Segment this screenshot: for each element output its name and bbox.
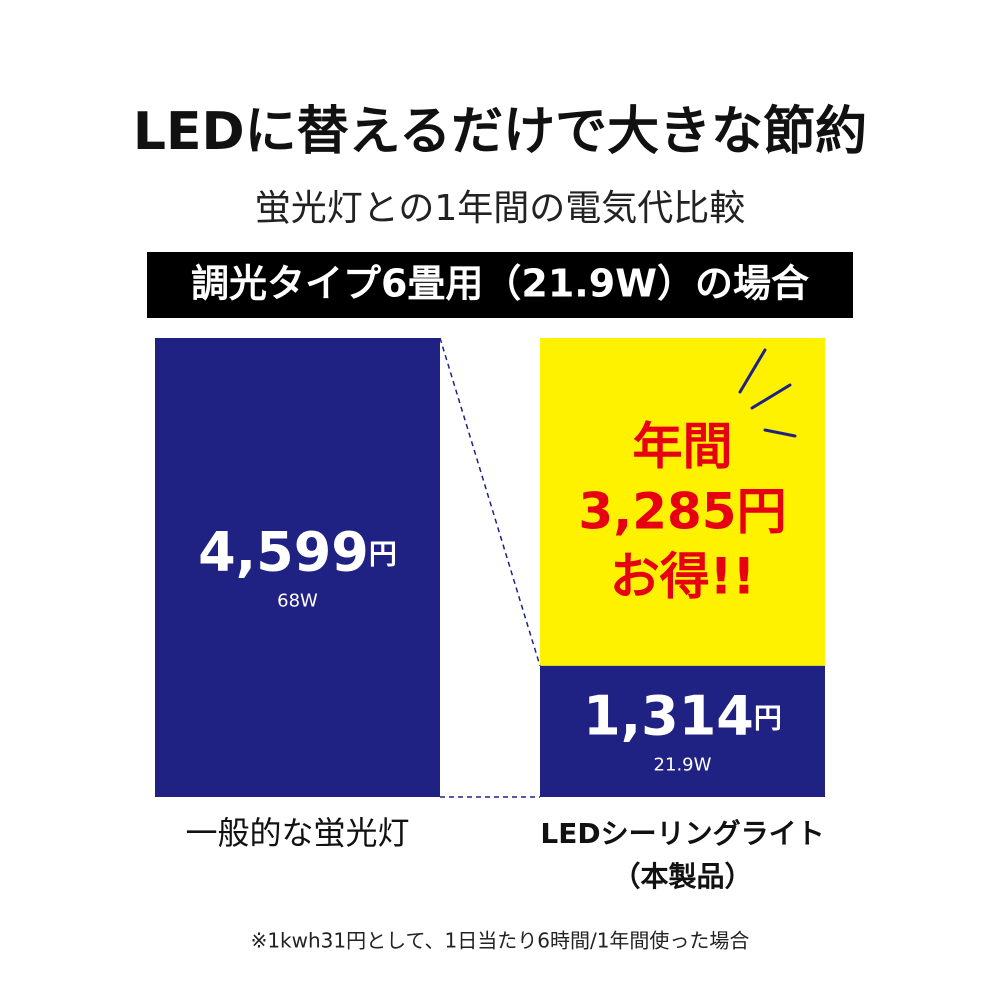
value-label: 4,599円 — [198, 520, 397, 583]
title: LEDに替えるだけで大きな節約 — [133, 102, 867, 162]
category-label: LEDシーリングライト — [540, 817, 824, 850]
bar — [540, 665, 825, 797]
value-label: 1,314円 — [583, 684, 782, 747]
category-note: （本製品） — [612, 860, 752, 893]
burst — [738, 348, 797, 438]
connector — [439, 337, 541, 667]
banner-box — [147, 252, 853, 318]
footnote: ※1kwh31円として、1日当たり6時間/1年間使った場合 — [251, 929, 750, 953]
savings-text: 3,285円 — [578, 483, 786, 541]
bar — [155, 338, 440, 797]
banner: 調光タイプ6畳用（21.9W）の場合 — [191, 262, 809, 306]
wattage: 21.9W — [654, 754, 712, 775]
wattage: 68W — [277, 591, 318, 612]
value-number: 1,314 — [583, 684, 754, 747]
value-unit: 円 — [369, 538, 397, 571]
value-number: 4,599 — [198, 520, 369, 583]
savings-text: 年間 — [633, 418, 733, 476]
category-label: 一般的な蛍光灯 — [185, 814, 409, 852]
savings-text: お得!! — [610, 548, 756, 606]
value-unit: 円 — [754, 701, 782, 734]
subtitle: 蛍光灯との1年間の電気代比較 — [255, 188, 746, 229]
